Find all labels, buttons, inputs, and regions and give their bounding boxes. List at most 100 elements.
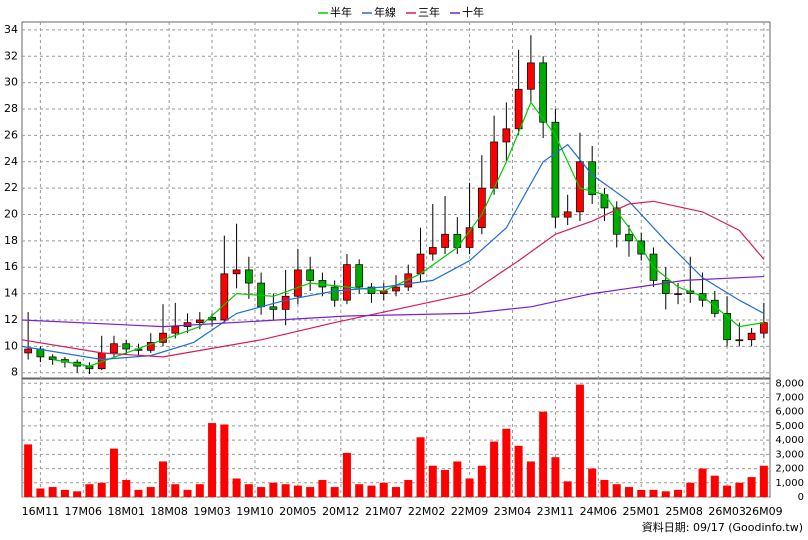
volume-bar — [85, 484, 94, 497]
x-tick-label: 17M06 — [65, 505, 103, 518]
volume-bar — [367, 485, 376, 497]
y-tick-label: 30 — [4, 76, 18, 89]
volume-bar — [441, 469, 450, 497]
candle-body — [551, 121, 560, 218]
volume-bar — [122, 479, 131, 497]
candle-body — [588, 161, 597, 196]
ma-line — [21, 200, 765, 358]
volume-bar — [575, 384, 584, 497]
volume-frame — [21, 378, 771, 498]
candle-body — [159, 332, 167, 343]
candle-body — [245, 269, 253, 284]
candle-body — [269, 306, 278, 310]
y-tick-label: 0 — [798, 492, 804, 503]
volume-bar — [502, 428, 511, 497]
volume-bar — [661, 491, 670, 497]
volume-bar — [208, 423, 217, 497]
y-tick-label: 26 — [4, 128, 18, 141]
x-tick-label: 19M03 — [193, 505, 231, 518]
x-tick-label: 20M12 — [322, 505, 360, 518]
candle-body — [355, 264, 364, 288]
volume-bar — [293, 485, 302, 497]
volume-bar — [514, 445, 523, 497]
candle-body — [514, 88, 523, 130]
candle-body — [232, 269, 241, 275]
y-tick-label: 22 — [4, 181, 18, 194]
candle-body — [48, 356, 57, 360]
y-tick-label: 12 — [4, 313, 18, 326]
x-tick-label: 18M08 — [150, 505, 188, 518]
y-tick-label: 34 — [4, 23, 18, 36]
candle-body — [612, 207, 621, 235]
volume-bar — [539, 411, 548, 497]
volume-bar — [600, 479, 609, 497]
candle-body — [735, 339, 744, 342]
legend-label: 年線 — [374, 5, 396, 19]
candle-body — [110, 343, 118, 354]
volume-bar — [428, 465, 437, 497]
volume-bar — [477, 465, 486, 497]
volume-bar — [759, 465, 768, 497]
volume-bar — [526, 461, 535, 497]
candle-body — [747, 332, 756, 341]
volume-bar — [306, 487, 315, 497]
candle-body — [453, 233, 462, 248]
candle-body — [502, 128, 511, 143]
volume-bar — [36, 488, 45, 497]
candle-body — [171, 326, 180, 334]
volume-bar — [146, 487, 155, 497]
volume-bar — [24, 444, 33, 497]
y-tick-label: 28 — [4, 102, 18, 115]
ma-line — [21, 275, 764, 328]
volume-bar — [637, 489, 646, 497]
x-tick-label: 20M05 — [279, 505, 317, 518]
candle-body — [441, 233, 449, 248]
volume-bar — [171, 484, 180, 497]
y-tick-label: 4,000 — [775, 435, 804, 446]
volume-bar — [73, 491, 82, 497]
candle-body — [122, 343, 131, 350]
volume-bar — [588, 468, 597, 497]
volume-bar — [232, 478, 241, 497]
candle-body — [330, 286, 339, 301]
volume-bar — [134, 489, 143, 497]
volume-bar — [563, 481, 572, 497]
y-tick-label: 1,000 — [775, 478, 804, 489]
x-tick-label: 19M10 — [236, 505, 274, 518]
x-tick-label: 16M11 — [22, 505, 60, 518]
candle-body — [661, 280, 670, 294]
volume-bar — [465, 478, 474, 497]
candle-body — [563, 211, 572, 218]
volume-bar — [244, 484, 253, 497]
x-tick-label: 23M11 — [537, 505, 575, 518]
source-note: 資料日期: 09/17 (Goodinfo.tw) — [642, 520, 803, 534]
candle-body — [686, 290, 695, 294]
y-tick-label: 32 — [4, 49, 18, 62]
y-tick-label: 16 — [4, 260, 18, 273]
volume-bar — [698, 468, 707, 497]
y-tick-label: 2,000 — [775, 464, 804, 475]
volume-bar — [342, 452, 351, 497]
volume-bar — [48, 487, 57, 497]
price-frame — [21, 21, 771, 379]
y-tick-label: 7,000 — [775, 392, 804, 403]
volume-bar — [281, 484, 290, 497]
volume-bar — [355, 484, 364, 497]
candle-body — [465, 227, 474, 248]
candle-body — [674, 293, 682, 295]
candle-body — [625, 233, 633, 242]
volume-bar — [97, 482, 106, 497]
ma-line — [52, 101, 764, 367]
candle-body — [416, 253, 425, 275]
candle-body — [723, 313, 731, 341]
volume-bar — [686, 482, 695, 497]
candle-body — [294, 269, 302, 297]
volume-bar — [453, 461, 462, 497]
y-tick-label: 24 — [4, 155, 18, 168]
volume-bar — [183, 489, 192, 497]
volume-bar — [490, 441, 499, 497]
volume-bar — [379, 482, 388, 497]
volume-bar — [551, 457, 560, 497]
